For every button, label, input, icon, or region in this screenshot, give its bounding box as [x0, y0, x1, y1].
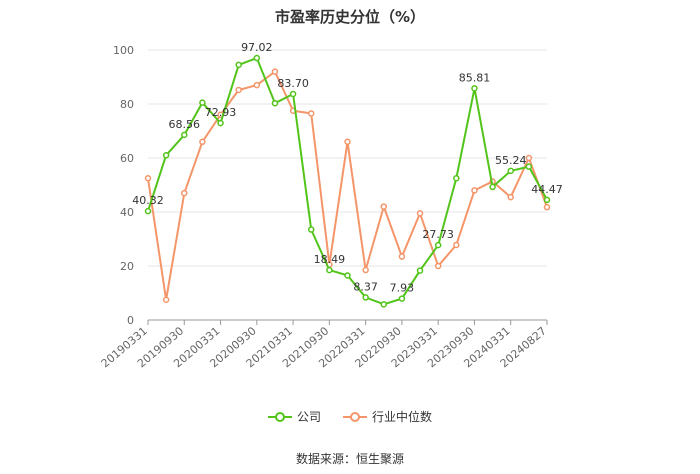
legend-item-company[interactable]: 公司	[267, 408, 321, 425]
series-line-company	[147, 56, 548, 306]
data-point-industry-median	[507, 193, 514, 201]
y-tick-label: 60	[120, 152, 134, 165]
data-point-industry-median	[307, 110, 315, 117]
legend-company-marker-icon	[267, 411, 292, 422]
data-point-company	[307, 226, 315, 233]
data-point-company	[199, 99, 206, 106]
legend-item-industry-median[interactable]: 行业中位数	[343, 408, 432, 425]
y-tick-label: 20	[120, 260, 134, 273]
data-point-company	[453, 175, 460, 182]
data-label: 85.81	[459, 71, 491, 84]
data-label: 7.93	[390, 282, 415, 295]
data-label: 27.73	[422, 228, 454, 241]
data-point-industry-median	[471, 187, 478, 194]
data-point-company	[235, 61, 242, 69]
data-label: 55.24	[495, 154, 527, 167]
data-point-industry-median	[453, 241, 460, 249]
data-point-company	[326, 266, 333, 274]
data-point-company	[507, 167, 514, 175]
data-point-company	[434, 241, 442, 249]
data-label: 8.37	[353, 280, 378, 293]
data-point-company	[489, 183, 496, 191]
data-label: 44.47	[531, 183, 563, 196]
data-point-industry-median	[181, 189, 188, 197]
legend: 公司 行业中位数	[0, 408, 700, 425]
data-point-industry-median	[416, 210, 424, 217]
data-point-industry-median	[525, 154, 533, 162]
data-point-industry-median	[144, 175, 152, 182]
data-point-company	[525, 163, 533, 170]
data-point-industry-median	[543, 203, 551, 211]
data-label: 68.56	[169, 118, 201, 131]
data-point-industry-median	[162, 296, 170, 303]
data-label: 40.32	[132, 194, 164, 207]
data-source: 数据来源：恒生聚源	[295, 452, 404, 466]
legend-company-label: 公司	[296, 410, 321, 424]
y-tick-label: 80	[120, 98, 134, 111]
data-point-industry-median	[344, 138, 351, 146]
data-point-company	[217, 119, 224, 127]
data-point-company	[471, 85, 478, 92]
y-tick-label: 100	[113, 44, 134, 57]
data-label: 72.93	[205, 106, 237, 119]
data-point-company	[289, 90, 297, 98]
data-point-company	[253, 54, 261, 62]
data-point-industry-median	[380, 203, 388, 210]
data-point-company	[362, 294, 369, 301]
data-point-company	[543, 196, 551, 204]
data-point-company	[416, 267, 424, 274]
y-tick-label: 40	[120, 206, 134, 219]
chart-title: 市盈率历史分位（%）	[274, 8, 426, 26]
data-point-company	[380, 301, 388, 308]
data-point-company	[398, 295, 406, 302]
data-point-company	[162, 152, 170, 159]
legend-industry-label: 行业中位数	[372, 410, 433, 424]
data-point-industry-median	[434, 262, 442, 270]
data-point-company	[144, 207, 152, 215]
legend-industry-marker-icon	[343, 411, 367, 422]
data-point-industry-median	[398, 253, 406, 260]
data-point-company	[271, 99, 279, 107]
data-label: 97.02	[241, 41, 273, 54]
data-point-industry-median	[235, 86, 242, 94]
data-point-industry-median	[199, 138, 206, 146]
data-point-company	[181, 131, 188, 139]
data-point-industry-median	[253, 81, 261, 89]
data-label: 18.49	[314, 253, 346, 266]
data-label: 83.70	[277, 77, 309, 90]
data-point-industry-median	[271, 68, 279, 75]
data-point-company	[344, 272, 351, 279]
data-point-industry-median	[362, 266, 369, 274]
y-tick-label: 0	[127, 314, 134, 327]
